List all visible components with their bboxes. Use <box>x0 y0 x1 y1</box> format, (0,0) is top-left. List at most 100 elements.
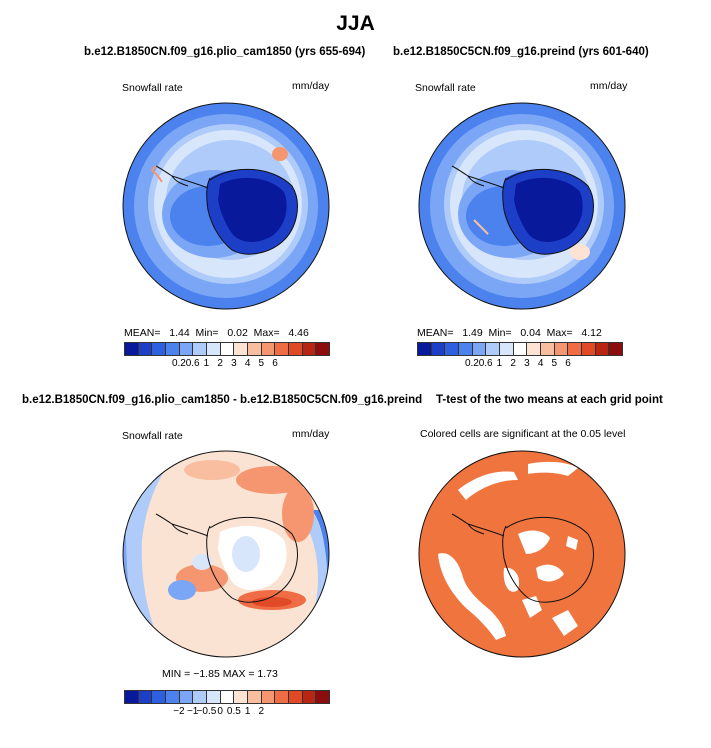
panel-tl-title: b.e12.B1850CN.f09_g16.plio_cam1850 (yrs … <box>84 46 366 58</box>
colorbar-swatch <box>207 691 221 703</box>
colorbar-swatch <box>152 343 167 355</box>
colorbar-swatch <box>179 691 194 703</box>
colorbar-swatch <box>500 343 514 355</box>
colorbar-swatch <box>568 343 583 355</box>
colorbar-swatch <box>248 343 262 355</box>
colorbar-tick-label: 0.6 <box>185 358 200 369</box>
colorbar-swatch <box>220 343 235 355</box>
colorbar-tick-label: 0.2 <box>464 358 479 369</box>
colorbar-swatch <box>207 343 221 355</box>
colorbar-swatch <box>582 343 596 355</box>
panel-tl-units: mm/day <box>292 80 330 92</box>
colorbar-tick-label: 4 <box>244 358 251 369</box>
colorbar-tick-label: 3 <box>524 358 530 369</box>
colorbar-swatch <box>595 343 610 355</box>
colorbar-swatch <box>445 343 460 355</box>
panel-tl-colorbar-ticks: 0.2 0.6 1 2 3 4 5 6 <box>124 358 330 372</box>
colorbar-swatch <box>275 343 290 355</box>
colorbar-swatch <box>316 343 330 355</box>
colorbar-swatch <box>554 343 569 355</box>
colorbar-tick-label: 0.2 <box>171 358 186 369</box>
colorbar-swatch <box>431 343 446 355</box>
panel-tr-mean-value: 1.49 <box>462 327 483 339</box>
colorbar-swatch <box>527 343 542 355</box>
colorbar-swatch <box>166 691 180 703</box>
colorbar-swatch <box>541 343 555 355</box>
panel-bl-colorbar-ticks: −2 −1 −0.5 0 0.5 1 2 <box>124 706 330 720</box>
panel-tr-colorbar-ticks: 0.2 0.6 1 2 3 4 5 6 <box>417 358 623 372</box>
colorbar-swatch <box>261 343 276 355</box>
colorbar-swatch <box>220 691 235 703</box>
colorbar-swatch <box>193 691 208 703</box>
colorbar-swatch <box>316 691 330 703</box>
colorbar-swatch <box>138 691 153 703</box>
panel-tr-colorbar <box>417 342 623 356</box>
colorbar-tick-label: −1 <box>186 706 199 717</box>
colorbar-swatch <box>125 691 139 703</box>
colorbar-swatch <box>152 691 167 703</box>
colorbar-swatch <box>275 691 290 703</box>
panel-tr-units: mm/day <box>590 80 628 92</box>
colorbar-swatch <box>125 343 139 355</box>
panel-tl-min-value: 0.02 <box>227 327 248 339</box>
panel-tl-field-label: Snowfall rate <box>122 82 183 94</box>
colorbar-swatch <box>193 343 208 355</box>
colorbar-tick-label: 1 <box>244 706 251 717</box>
colorbar-swatch <box>234 691 249 703</box>
panel-bl-title: b.e12.B1850CN.f09_g16.plio_cam1850 - b.e… <box>22 394 423 406</box>
panel-tl-colorbar <box>124 342 330 356</box>
colorbar-swatch <box>302 691 317 703</box>
panel-tl-min-label: Min= <box>195 327 219 339</box>
colorbar-swatch <box>302 343 317 355</box>
colorbar-swatch <box>418 343 432 355</box>
panel-tr-min-value: 0.04 <box>520 327 541 339</box>
colorbar-tick-label: 0 <box>217 706 223 717</box>
panel-tr-title: b.e12.B1850C5CN.f09_g16.preind (yrs 601-… <box>393 46 649 58</box>
panel-tr-max-label: Max= <box>546 327 573 339</box>
colorbar-tick-label: 5 <box>258 358 265 369</box>
colorbar-tick-label: 2 <box>258 706 265 717</box>
figure-title: JJA <box>336 12 375 35</box>
colorbar-swatch <box>472 343 487 355</box>
panel-tr-min-label: Min= <box>488 327 512 339</box>
colorbar-swatch <box>289 691 303 703</box>
colorbar-tick-label: 6 <box>565 358 571 369</box>
colorbar-swatch <box>289 343 303 355</box>
colorbar-tick-label: 6 <box>272 358 278 369</box>
colorbar-swatch <box>248 691 262 703</box>
colorbar-swatch <box>166 343 180 355</box>
panel-tr-map <box>418 102 626 310</box>
panel-bl-stats: MIN = −1.85 MAX = 1.73 <box>162 668 278 680</box>
panel-br-map <box>418 450 626 658</box>
colorbar-swatch <box>234 343 249 355</box>
panel-tl-mean-value: 1.44 <box>169 327 190 339</box>
colorbar-tick-label: 5 <box>551 358 558 369</box>
panel-tl-max-label: Max= <box>253 327 280 339</box>
colorbar-swatch <box>261 691 276 703</box>
colorbar-tick-label: −2 <box>173 706 185 717</box>
colorbar-tick-label: −0.5 <box>196 706 217 717</box>
colorbar-tick-label: 2 <box>510 358 516 369</box>
panel-tl-map <box>122 102 330 310</box>
panel-tr-mean-label: MEAN= <box>417 327 454 339</box>
colorbar-tick-label: 1 <box>496 358 503 369</box>
colorbar-swatch <box>138 343 153 355</box>
panel-bl-colorbar <box>124 690 330 704</box>
panel-bl-units: mm/day <box>292 428 330 440</box>
colorbar-swatch <box>513 343 528 355</box>
panel-tl-mean-label: MEAN= <box>124 327 161 339</box>
colorbar-swatch <box>486 343 501 355</box>
colorbar-tick-label: 3 <box>231 358 237 369</box>
panel-br-title: T-test of the two means at each grid poi… <box>436 394 663 406</box>
colorbar-tick-label: 0.5 <box>226 706 241 717</box>
panel-bl-field-label: Snowfall rate <box>122 430 183 442</box>
colorbar-swatch <box>459 343 473 355</box>
colorbar-tick-label: 1 <box>203 358 210 369</box>
colorbar-tick-label: 4 <box>537 358 544 369</box>
panel-bl-map <box>122 450 330 658</box>
colorbar-tick-label: 0.6 <box>478 358 493 369</box>
panel-tl-max-value: 4.46 <box>288 327 309 339</box>
colorbar-tick-label: 2 <box>217 358 223 369</box>
colorbar-swatch <box>609 343 623 355</box>
panel-tr-max-value: 4.12 <box>581 327 602 339</box>
